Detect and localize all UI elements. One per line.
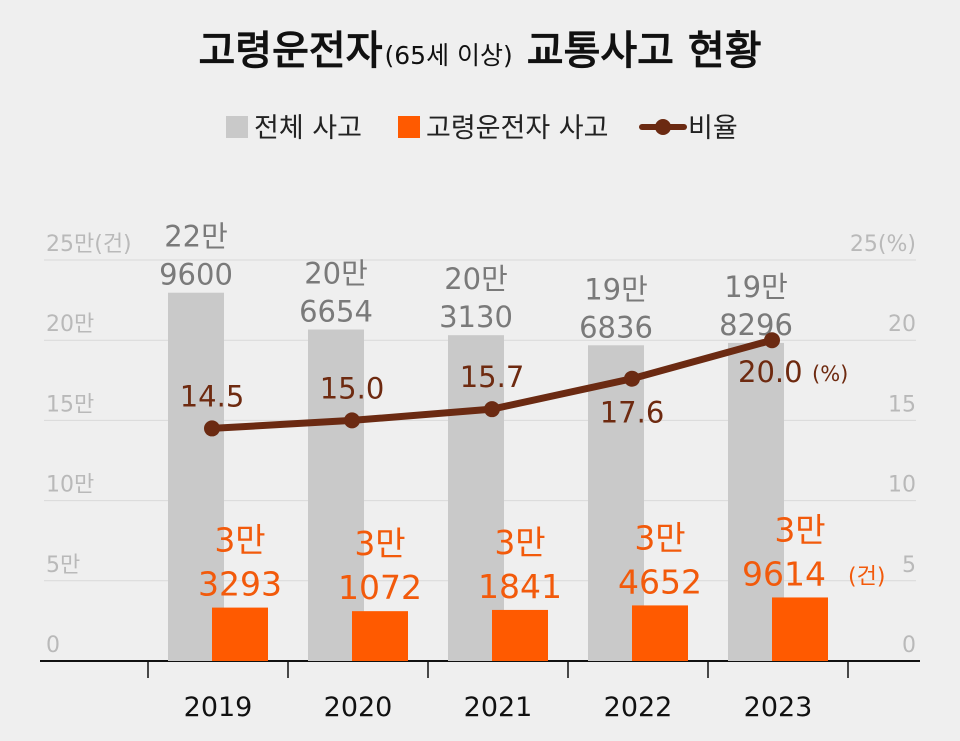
line-rate-point — [624, 370, 640, 387]
data-label-elderly: 3만 — [634, 518, 685, 557]
bar-elderly — [632, 605, 688, 661]
x-tick-label: 2021 — [464, 692, 533, 723]
y-left-tick-label: 15만 — [46, 392, 94, 417]
data-label-elderly: 1841 — [478, 567, 562, 606]
data-label-total: 22만 — [164, 220, 228, 254]
legend-label-elderly: 고령운전자 사고 — [426, 113, 608, 144]
y-left-tick-label: 10만 — [46, 473, 94, 498]
y-right-tick-label: 25(%) — [850, 232, 916, 257]
data-label-total: 20만 — [304, 257, 368, 291]
bar-elderly — [772, 597, 828, 661]
x-tick-label: 2023 — [744, 692, 813, 723]
title-subtitle: (65세 이상) — [385, 41, 513, 70]
legend-marker-rate — [655, 119, 671, 135]
data-label-elderly: 3만 — [774, 510, 825, 549]
data-label-total: 20만 — [444, 262, 508, 296]
y-left-tick-label: 0 — [46, 633, 60, 658]
data-label-rate: 17.6 — [600, 396, 665, 430]
y-right-tick-label: 15 — [888, 392, 916, 417]
y-right-tick-label: 20 — [888, 312, 916, 337]
x-tick-label: 2022 — [604, 692, 673, 723]
data-label-rate: 20.0 — [738, 355, 803, 389]
data-label-total: 8296 — [719, 308, 793, 342]
data-label-total: 9600 — [159, 258, 233, 292]
chart-title: 고령운전자(65세 이상) 교통사고 현황 — [199, 28, 762, 74]
y-right-tick-label: 0 — [902, 633, 916, 658]
data-label-elderly: 9614 — [742, 554, 826, 593]
y-right-tick-label: 10 — [888, 473, 916, 498]
data-label-elderly: 3만 — [354, 524, 405, 563]
title-tail: 교통사고 현황 — [527, 28, 762, 74]
bar-total — [168, 292, 224, 661]
data-label-rate: 15.7 — [460, 360, 525, 394]
data-label-total: 6654 — [299, 295, 373, 329]
x-tick-label: 2019 — [184, 692, 253, 723]
legend-swatch-total — [226, 116, 248, 138]
data-label-elderly: 3만 — [494, 523, 545, 562]
data-label-rate: 14.5 — [180, 379, 245, 413]
bar-elderly — [492, 609, 548, 661]
legend-swatch-elderly — [398, 116, 420, 138]
data-label-elderly: 1072 — [338, 568, 422, 607]
line-rate-point — [484, 401, 500, 418]
data-label-elderly: 3만 — [214, 521, 265, 560]
data-label-total: 6836 — [579, 310, 653, 344]
line-rate-point — [204, 420, 220, 437]
legend-label-rate: 비율 — [688, 113, 738, 144]
x-tick-label: 2020 — [324, 692, 393, 723]
line-rate-point — [764, 332, 780, 349]
data-label-total: 19만 — [724, 270, 788, 304]
data-label-total: 19만 — [584, 272, 648, 306]
y-right-tick-label: 5 — [902, 553, 916, 578]
y-left-tick-label: 20만 — [46, 312, 94, 337]
bar-total — [448, 335, 504, 661]
y-left-tick-label: 25만(건) — [46, 232, 132, 257]
bar-elderly — [352, 611, 408, 661]
data-label-rate-unit: (%) — [812, 362, 848, 386]
y-left-tick-label: 5만 — [46, 553, 80, 578]
data-label-elderly-unit: (건) — [848, 564, 885, 589]
data-label-rate: 15.0 — [320, 371, 385, 405]
line-rate-point — [344, 412, 360, 429]
data-label-total: 3130 — [439, 300, 513, 334]
data-label-elderly: 4652 — [618, 562, 702, 601]
bar-elderly — [212, 607, 268, 661]
title-main: 고령운전자 — [199, 28, 383, 74]
legend-label-total: 전체 사고 — [254, 113, 362, 144]
data-label-elderly: 3293 — [198, 565, 282, 604]
bar-total — [308, 329, 364, 661]
